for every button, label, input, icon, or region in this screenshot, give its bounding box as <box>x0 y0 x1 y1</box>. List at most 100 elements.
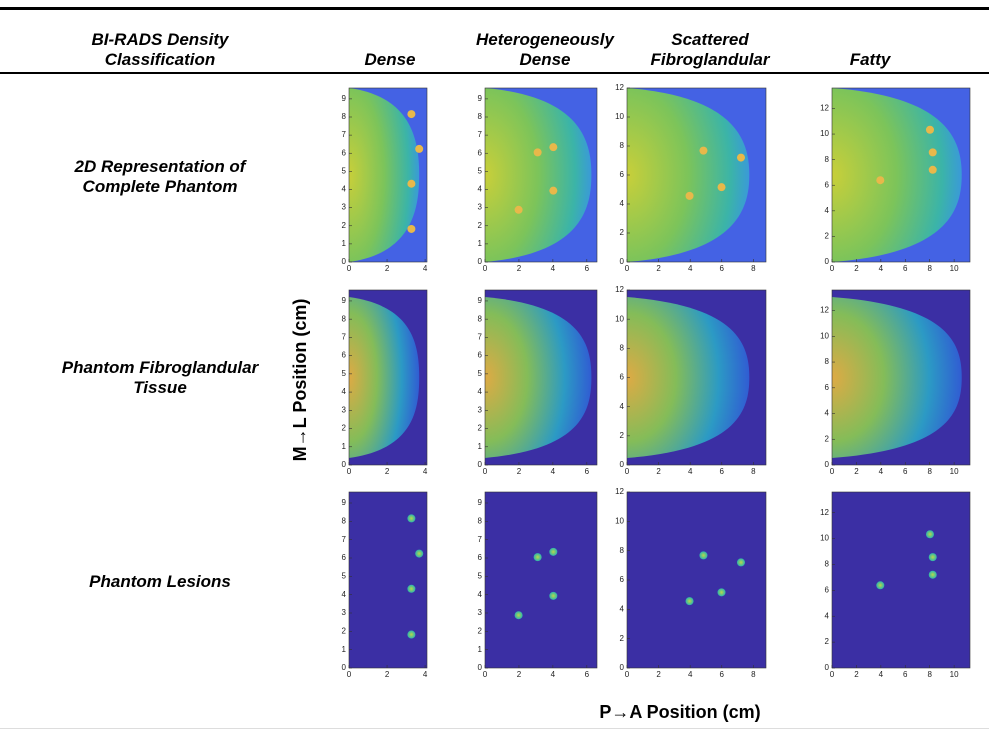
x-tick-label: 0 <box>347 264 352 273</box>
y-tick-label: 9 <box>342 296 347 305</box>
lesion <box>549 592 557 600</box>
lesion <box>407 514 415 522</box>
y-tick-label: 0 <box>620 460 625 469</box>
y-tick-label: 9 <box>478 498 483 507</box>
y-tick-label: 7 <box>342 535 347 544</box>
y-tick-label: 7 <box>342 333 347 342</box>
x-tick-label: 4 <box>423 264 428 273</box>
lesion-highlight <box>929 148 937 156</box>
x-tick-label: 8 <box>927 467 932 476</box>
x-tick-label: 0 <box>830 264 835 273</box>
y-tick-label: 7 <box>478 130 483 139</box>
y-tick-label: 10 <box>820 129 829 138</box>
y-tick-label: 1 <box>342 239 347 248</box>
x-tick-label: 0 <box>483 670 488 679</box>
y-tick-label: 1 <box>478 645 483 654</box>
lesion <box>718 588 726 596</box>
lesion-highlight <box>876 176 884 184</box>
y-tick-label: 0 <box>478 663 483 672</box>
y-tick-label: 0 <box>620 257 625 266</box>
lesion <box>737 558 745 566</box>
x-tick-label: 6 <box>903 670 908 679</box>
lesion <box>407 631 415 639</box>
panels: 0240123456789024012345678902401234567890… <box>0 0 989 731</box>
y-tick-label: 8 <box>342 516 347 525</box>
x-tick-label: 10 <box>950 264 959 273</box>
y-tick-label: 4 <box>342 185 347 194</box>
x-tick-label: 4 <box>688 670 693 679</box>
y-tick-label: 8 <box>478 516 483 525</box>
lesion <box>926 530 934 538</box>
y-tick-label: 0 <box>620 663 625 672</box>
y-tick-label: 2 <box>478 424 483 433</box>
lesion-highlight <box>549 143 557 151</box>
panel-image <box>832 492 970 668</box>
x-tick-label: 10 <box>950 670 959 679</box>
y-tick-label: 12 <box>820 508 829 517</box>
y-tick-label: 1 <box>478 239 483 248</box>
y-tick-label: 0 <box>825 460 830 469</box>
lesion-highlight <box>549 187 557 195</box>
lesion-highlight <box>534 148 542 156</box>
y-tick-label: 4 <box>620 402 625 411</box>
y-tick-label: 7 <box>342 130 347 139</box>
x-tick-label: 6 <box>585 670 590 679</box>
lesion <box>415 550 423 558</box>
y-tick-label: 4 <box>825 611 830 620</box>
y-tick-label: 8 <box>620 343 625 352</box>
x-tick-label: 8 <box>927 670 932 679</box>
x-tick-label: 4 <box>551 264 556 273</box>
y-tick-label: 6 <box>620 575 625 584</box>
x-tick-label: 0 <box>625 670 630 679</box>
y-tick-label: 4 <box>478 185 483 194</box>
y-tick-label: 8 <box>620 546 625 555</box>
y-tick-label: 2 <box>825 637 830 646</box>
lesion <box>699 551 707 559</box>
y-tick-label: 6 <box>342 351 347 360</box>
y-tick-label: 0 <box>342 257 347 266</box>
y-tick-label: 0 <box>478 460 483 469</box>
y-tick-label: 7 <box>478 535 483 544</box>
x-tick-label: 0 <box>347 670 352 679</box>
y-tick-label: 12 <box>615 487 624 496</box>
y-tick-label: 8 <box>825 357 830 366</box>
x-tick-label: 4 <box>879 264 884 273</box>
lesion-highlight <box>415 145 423 153</box>
y-tick-label: 3 <box>342 405 347 414</box>
lesion-highlight <box>929 166 937 174</box>
panel-image <box>627 492 766 668</box>
lesion <box>534 553 542 561</box>
lesion-highlight <box>699 147 707 155</box>
y-tick-label: 6 <box>825 585 830 594</box>
x-tick-label: 2 <box>854 467 859 476</box>
y-tick-label: 2 <box>478 221 483 230</box>
y-tick-label: 3 <box>342 203 347 212</box>
x-tick-label: 6 <box>720 467 725 476</box>
x-tick-label: 2 <box>517 670 522 679</box>
y-tick-label: 4 <box>620 199 625 208</box>
y-tick-label: 10 <box>615 516 624 525</box>
x-tick-label: 0 <box>483 467 488 476</box>
y-tick-label: 10 <box>615 112 624 121</box>
x-tick-label: 4 <box>879 670 884 679</box>
x-tick-label: 0 <box>830 467 835 476</box>
x-tick-label: 2 <box>854 264 859 273</box>
x-tick-label: 2 <box>517 264 522 273</box>
y-tick-label: 12 <box>615 83 624 92</box>
y-tick-label: 4 <box>825 409 830 418</box>
y-tick-label: 6 <box>342 148 347 157</box>
y-tick-label: 2 <box>825 434 830 443</box>
x-tick-label: 0 <box>625 264 630 273</box>
x-tick-label: 10 <box>950 467 959 476</box>
y-tick-label: 9 <box>342 498 347 507</box>
y-tick-label: 5 <box>478 166 483 175</box>
y-tick-label: 4 <box>825 206 830 215</box>
x-tick-label: 6 <box>720 264 725 273</box>
y-tick-label: 1 <box>478 442 483 451</box>
lesion <box>876 581 884 589</box>
x-tick-label: 4 <box>551 670 556 679</box>
x-tick-label: 8 <box>751 264 756 273</box>
x-tick-label: 0 <box>483 264 488 273</box>
y-tick-label: 6 <box>620 170 625 179</box>
x-tick-label: 0 <box>347 467 352 476</box>
